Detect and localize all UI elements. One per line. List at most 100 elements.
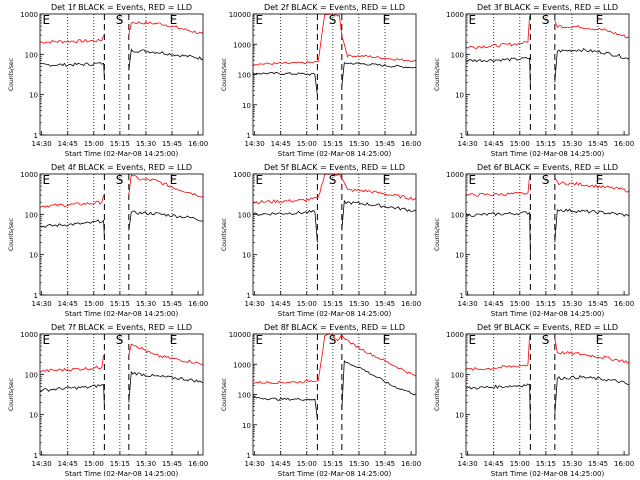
y-tick-label: 10000 xyxy=(229,331,251,339)
x-tick-label: 15:45 xyxy=(588,140,608,148)
interval-marker-e: E xyxy=(468,173,476,187)
x-axis-label: Start Time (02-Mar-08 14:25:00) xyxy=(278,470,392,478)
x-tick-label: 15:30 xyxy=(136,460,156,468)
x-tick-label: 16:00 xyxy=(401,140,421,148)
x-tick-label: 16:00 xyxy=(614,300,634,308)
series-line-events xyxy=(554,375,630,415)
panel-title: Det 9f BLACK = Events, RED = LLD xyxy=(477,323,618,332)
x-tick-label: 15:00 xyxy=(84,300,104,308)
series-line-lld xyxy=(128,173,204,198)
interval-marker-e: E xyxy=(170,13,178,27)
y-tick-label: 100 xyxy=(238,392,251,400)
x-axis-label: Start Time (02-Mar-08 14:25:00) xyxy=(491,470,605,478)
detector-panel-9: Det 9f BLACK = Events, RED = LLD Counts/s… xyxy=(434,323,634,478)
y-tick-label: 10000 xyxy=(229,11,251,19)
interval-marker-e: E xyxy=(383,173,391,187)
y-tick-label: 1000 xyxy=(446,171,464,179)
y-tick-label: 10 xyxy=(242,102,251,110)
plot-frame xyxy=(39,173,204,296)
y-tick-label: 100 xyxy=(451,371,464,379)
panel-title: Det 4f BLACK = Events, RED = LLD xyxy=(51,163,192,172)
x-tick-label: 15:30 xyxy=(136,300,156,308)
plot-frame xyxy=(252,173,417,296)
y-tick-label: 100 xyxy=(25,51,38,59)
x-tick-label: 15:00 xyxy=(510,460,530,468)
y-axis-label: Counts/sec xyxy=(434,218,441,251)
series-line-events xyxy=(252,395,318,420)
plot-frame xyxy=(252,13,417,136)
detector-panel-2: Det 2f BLACK = Events, RED = LLD Counts/s… xyxy=(221,3,421,158)
x-tick-label: 15:15 xyxy=(110,140,130,148)
x-tick-label: 15:30 xyxy=(349,300,369,308)
series-line-events xyxy=(39,219,105,239)
y-tick-label: 10 xyxy=(29,412,38,420)
x-tick-label: 14:30 xyxy=(245,460,265,468)
interval-marker-s: S xyxy=(116,333,124,347)
series-line-lld xyxy=(554,20,630,39)
x-tick-label: 15:45 xyxy=(375,140,395,148)
x-axis-label: Start Time (02-Mar-08 14:25:00) xyxy=(65,470,179,478)
interval-marker-s: S xyxy=(116,13,124,27)
y-tick-label: 1 xyxy=(247,292,251,300)
interval-marker-e: E xyxy=(596,333,604,347)
series-line-events xyxy=(252,71,318,96)
interval-marker-e: E xyxy=(170,333,178,347)
series-line-events xyxy=(128,210,204,231)
x-tick-label: 15:30 xyxy=(136,140,156,148)
detector-panel-8: Det 8f BLACK = Events, RED = LLD Counts/s… xyxy=(221,323,421,478)
x-tick-label: 15:00 xyxy=(297,300,317,308)
panel-title: Det 7f BLACK = Events, RED = LLD xyxy=(51,323,192,332)
x-tick-label: 14:45 xyxy=(58,140,78,148)
y-axis-label: Counts/sec xyxy=(221,378,228,411)
panel-title: Det 6f BLACK = Events, RED = LLD xyxy=(477,163,618,172)
interval-marker-e: E xyxy=(468,13,476,27)
x-tick-label: 15:15 xyxy=(536,460,556,468)
interval-marker-e: E xyxy=(468,333,476,347)
x-tick-label: 15:00 xyxy=(297,460,317,468)
interval-marker-s: S xyxy=(542,333,550,347)
x-tick-label: 15:45 xyxy=(375,300,395,308)
plot-frame xyxy=(465,173,630,296)
y-tick-label: 1 xyxy=(247,132,251,140)
x-tick-label: 16:00 xyxy=(188,460,208,468)
y-tick-label: 100 xyxy=(238,72,251,80)
y-tick-label: 1000 xyxy=(20,331,38,339)
y-axis-label: Counts/sec xyxy=(434,378,441,411)
x-tick-label: 15:15 xyxy=(536,300,556,308)
x-tick-label: 15:30 xyxy=(562,460,582,468)
x-tick-label: 14:45 xyxy=(58,300,78,308)
series-line-lld xyxy=(252,173,417,205)
interval-marker-e: E xyxy=(255,13,263,27)
x-tick-label: 15:00 xyxy=(84,140,104,148)
x-tick-label: 15:45 xyxy=(162,300,182,308)
panel-title: Det 1f BLACK = Events, RED = LLD xyxy=(51,3,192,12)
x-tick-label: 15:30 xyxy=(562,300,582,308)
x-tick-label: 14:30 xyxy=(245,300,265,308)
y-tick-label: 10 xyxy=(242,252,251,260)
panel-title: Det 3f BLACK = Events, RED = LLD xyxy=(477,3,618,12)
x-axis-label: Start Time (02-Mar-08 14:25:00) xyxy=(278,310,392,318)
x-tick-label: 14:45 xyxy=(484,140,504,148)
interval-marker-s: S xyxy=(116,173,124,187)
x-axis-label: Start Time (02-Mar-08 14:25:00) xyxy=(65,310,179,318)
y-tick-label: 100 xyxy=(451,211,464,219)
x-tick-label: 15:00 xyxy=(510,140,530,148)
y-tick-label: 10 xyxy=(455,92,464,100)
x-tick-label: 15:00 xyxy=(297,140,317,148)
plot-frame xyxy=(465,13,630,136)
series-line-events xyxy=(554,48,630,83)
interval-marker-e: E xyxy=(383,13,391,27)
interval-marker-e: E xyxy=(255,173,263,187)
x-tick-label: 15:15 xyxy=(323,460,343,468)
interval-marker-e: E xyxy=(42,13,50,27)
interval-marker-s: S xyxy=(542,13,550,27)
y-tick-label: 1 xyxy=(460,292,464,300)
series-line-events xyxy=(341,359,417,411)
series-line-lld xyxy=(39,355,104,373)
x-tick-label: 15:30 xyxy=(349,140,369,148)
y-tick-label: 10 xyxy=(455,252,464,260)
series-line-events xyxy=(465,56,531,88)
detector-panel-3: Det 3f BLACK = Events, RED = LLD Counts/s… xyxy=(434,3,634,158)
series-line-lld xyxy=(39,34,104,44)
interval-marker-e: E xyxy=(255,333,263,347)
